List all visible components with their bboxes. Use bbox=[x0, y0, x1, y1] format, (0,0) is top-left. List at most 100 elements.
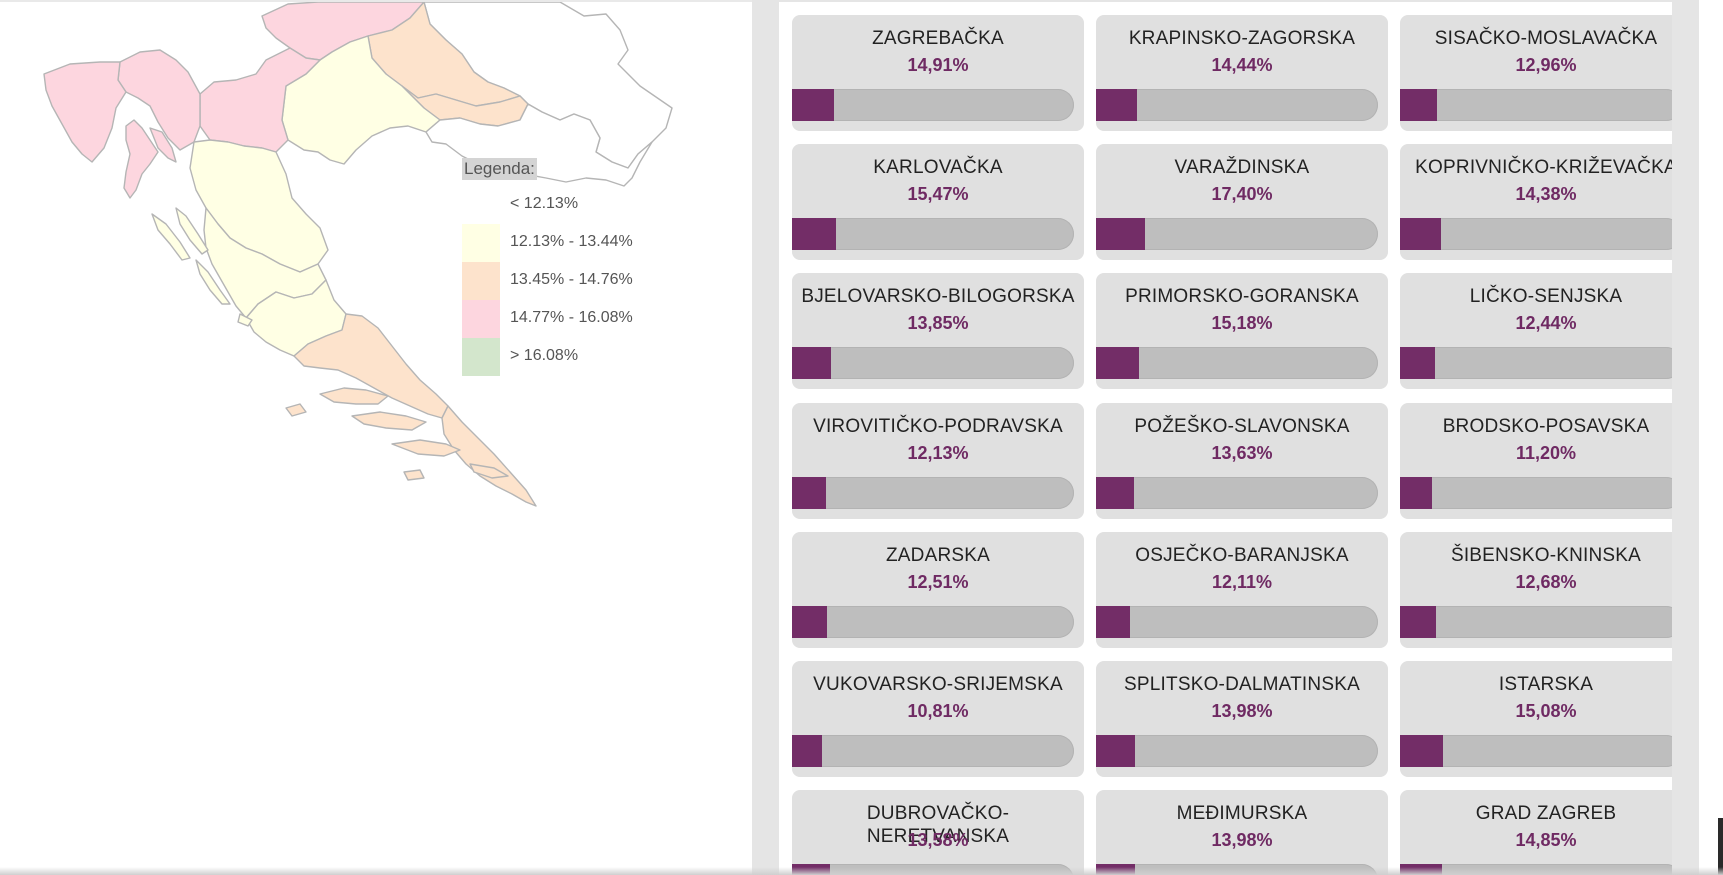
county-card[interactable]: PRIMORSKO-GORANSKA 15,18% bbox=[1096, 273, 1388, 389]
region-kvarner-islands[interactable] bbox=[123, 119, 159, 199]
county-card[interactable]: ZAGREBAČKA 14,91% bbox=[792, 15, 1084, 131]
turnout-bar-fill bbox=[1400, 218, 1441, 250]
legend-label: < 12.13% bbox=[510, 195, 579, 212]
turnout-bar-fill bbox=[792, 89, 834, 121]
county-value: 14,38% bbox=[1515, 184, 1577, 204]
county-card[interactable]: POŽEŠKO-SLAVONSKA 13,63% bbox=[1096, 403, 1388, 519]
county-card[interactable]: VIROVITIČKO-PODRAVSKA 12,13% bbox=[792, 403, 1084, 519]
turnout-bar bbox=[1400, 89, 1672, 121]
county-name: VUKOVARSKO-SRIJEMSKA bbox=[813, 674, 1063, 695]
croatia-map bbox=[43, 2, 673, 507]
county-value: 14,44% bbox=[1211, 55, 1273, 75]
turnout-bar bbox=[1096, 477, 1378, 509]
county-value: 13,98% bbox=[1211, 830, 1273, 850]
turnout-bar bbox=[792, 606, 1074, 638]
region-vis[interactable] bbox=[285, 403, 307, 417]
county-card[interactable]: LIČKO-SENJSKA 12,44% bbox=[1400, 273, 1672, 389]
region-small-islands[interactable] bbox=[237, 313, 253, 327]
turnout-bar bbox=[1096, 218, 1378, 250]
map-legend: Legenda: < 12.13% 12.13% - 13.44% 13.45%… bbox=[462, 158, 633, 376]
turnout-bar bbox=[1096, 735, 1378, 767]
county-name: ISTARSKA bbox=[1498, 674, 1594, 695]
county-name: DUBROVAČKO-NERETVANSKA bbox=[866, 803, 1010, 847]
turnout-bar bbox=[1400, 606, 1672, 638]
turnout-bar-fill bbox=[1400, 477, 1432, 509]
county-name: POŽEŠKO-SLAVONSKA bbox=[1134, 416, 1350, 437]
legend-row: < 12.13% bbox=[462, 186, 578, 224]
county-name: VIROVITIČKO-PODRAVSKA bbox=[813, 416, 1063, 437]
region-korcula[interactable] bbox=[391, 439, 461, 457]
legend-swatch bbox=[462, 338, 500, 376]
region-primorsko-goranska[interactable] bbox=[117, 49, 201, 151]
turnout-bar bbox=[792, 347, 1074, 379]
county-value: 15,47% bbox=[907, 184, 969, 204]
county-card[interactable]: BRODSKO-POSAVSKA 11,20% bbox=[1400, 403, 1672, 519]
county-card[interactable]: ISTARSKA 15,08% bbox=[1400, 661, 1672, 777]
legend-swatch bbox=[462, 262, 500, 300]
county-card[interactable]: ŠIBENSKO-KNINSKA 12,68% bbox=[1400, 532, 1672, 648]
map-panel: Legenda: < 12.13% 12.13% - 13.44% 13.45%… bbox=[0, 2, 752, 875]
county-card[interactable]: KRAPINSKO-ZAGORSKA 14,44% bbox=[1096, 15, 1388, 131]
region-zadar-islands[interactable] bbox=[175, 207, 209, 255]
legend-label: 13.45% - 14.76% bbox=[510, 271, 633, 288]
county-card[interactable]: BJELOVARSKO-BILOGORSKA 13,85% bbox=[792, 273, 1084, 389]
legend-title: Legenda: bbox=[462, 158, 537, 180]
county-name: SISAČKO-MOSLAVAČKA bbox=[1434, 28, 1658, 49]
region-istarska[interactable] bbox=[43, 61, 127, 163]
county-name: BRODSKO-POSAVSKA bbox=[1442, 416, 1650, 437]
county-card[interactable]: VARAŽDINSKA 17,40% bbox=[1096, 144, 1388, 260]
county-value: 10,81% bbox=[907, 701, 969, 721]
county-card[interactable]: SPLITSKO-DALMATINSKA 13,98% bbox=[1096, 661, 1388, 777]
legend-label: 14.77% - 16.08% bbox=[510, 309, 633, 326]
region-brac[interactable] bbox=[319, 387, 389, 405]
county-value: 14,85% bbox=[1515, 830, 1577, 850]
county-value: 12,11% bbox=[1211, 572, 1273, 592]
county-value: 14,91% bbox=[907, 55, 969, 75]
turnout-bar-fill bbox=[1400, 735, 1443, 767]
legend-swatch bbox=[462, 224, 500, 262]
turnout-bar-fill bbox=[1400, 606, 1436, 638]
county-value: 12,44% bbox=[1515, 313, 1577, 333]
county-grid-panel: ZAGREBAČKA 14,91% KRAPINSKO-ZAGORSKA 14,44%… bbox=[752, 0, 1699, 875]
county-name: KARLOVAČKA bbox=[873, 157, 1003, 178]
county-card[interactable]: MEĐIMURSKA 13,98% bbox=[1096, 790, 1388, 875]
county-card[interactable]: SISAČKO-MOSLAVAČKA 12,96% bbox=[1400, 15, 1672, 131]
region-splitsko-dalmatinska[interactable] bbox=[293, 313, 449, 419]
legend-swatch bbox=[462, 300, 500, 338]
turnout-bar-fill bbox=[1400, 347, 1435, 379]
county-card[interactable]: GRAD ZAGREB 14,85% bbox=[1400, 790, 1672, 875]
county-value: 12,68% bbox=[1515, 572, 1577, 592]
turnout-bar-fill bbox=[792, 477, 826, 509]
turnout-bar-fill bbox=[1096, 477, 1134, 509]
region-dubrovacko-neretvanska[interactable] bbox=[441, 405, 537, 507]
turnout-bar bbox=[1400, 735, 1672, 767]
turnout-bar-fill bbox=[1096, 89, 1137, 121]
turnout-bar-fill bbox=[792, 218, 836, 250]
county-grid[interactable]: ZAGREBAČKA 14,91% KRAPINSKO-ZAGORSKA 14,44%… bbox=[779, 2, 1672, 875]
county-value: 12,96% bbox=[1515, 55, 1577, 75]
county-value: 17,40% bbox=[1211, 184, 1273, 204]
region-lastovo[interactable] bbox=[403, 469, 425, 481]
county-name: PRIMORSKO-GORANSKA bbox=[1125, 286, 1359, 307]
region-mljet[interactable] bbox=[469, 463, 509, 479]
county-card[interactable]: VUKOVARSKO-SRIJEMSKA 10,81% bbox=[792, 661, 1084, 777]
region-dugi-otok[interactable] bbox=[195, 259, 231, 305]
turnout-bar bbox=[792, 477, 1074, 509]
county-card[interactable]: ZADARSKA 12,51% bbox=[792, 532, 1084, 648]
legend-row: 14.77% - 16.08% bbox=[462, 300, 633, 338]
region-pag[interactable] bbox=[151, 213, 191, 261]
county-card[interactable]: DUBROVAČKO-NERETVANSKA 13,58% bbox=[792, 790, 1084, 875]
region-hvar[interactable] bbox=[351, 411, 427, 431]
county-card[interactable]: OSJEČKO-BARANJSKA 12,11% bbox=[1096, 532, 1388, 648]
region-kvarner-islands-2[interactable] bbox=[149, 127, 177, 163]
county-card[interactable]: KOPRIVNIČKO-KRIŽEVAČKA 14,38% bbox=[1400, 144, 1672, 260]
county-value: 13,58% bbox=[907, 830, 969, 850]
turnout-bar bbox=[1096, 606, 1378, 638]
county-card[interactable]: KARLOVAČKA 15,47% bbox=[792, 144, 1084, 260]
scroll-gutter bbox=[1699, 0, 1723, 875]
legend-swatch bbox=[462, 186, 500, 224]
turnout-bar bbox=[792, 89, 1074, 121]
turnout-bar-fill bbox=[1096, 735, 1135, 767]
scrollbar-thumb[interactable] bbox=[1718, 818, 1723, 875]
county-value: 13,63% bbox=[1211, 443, 1273, 463]
